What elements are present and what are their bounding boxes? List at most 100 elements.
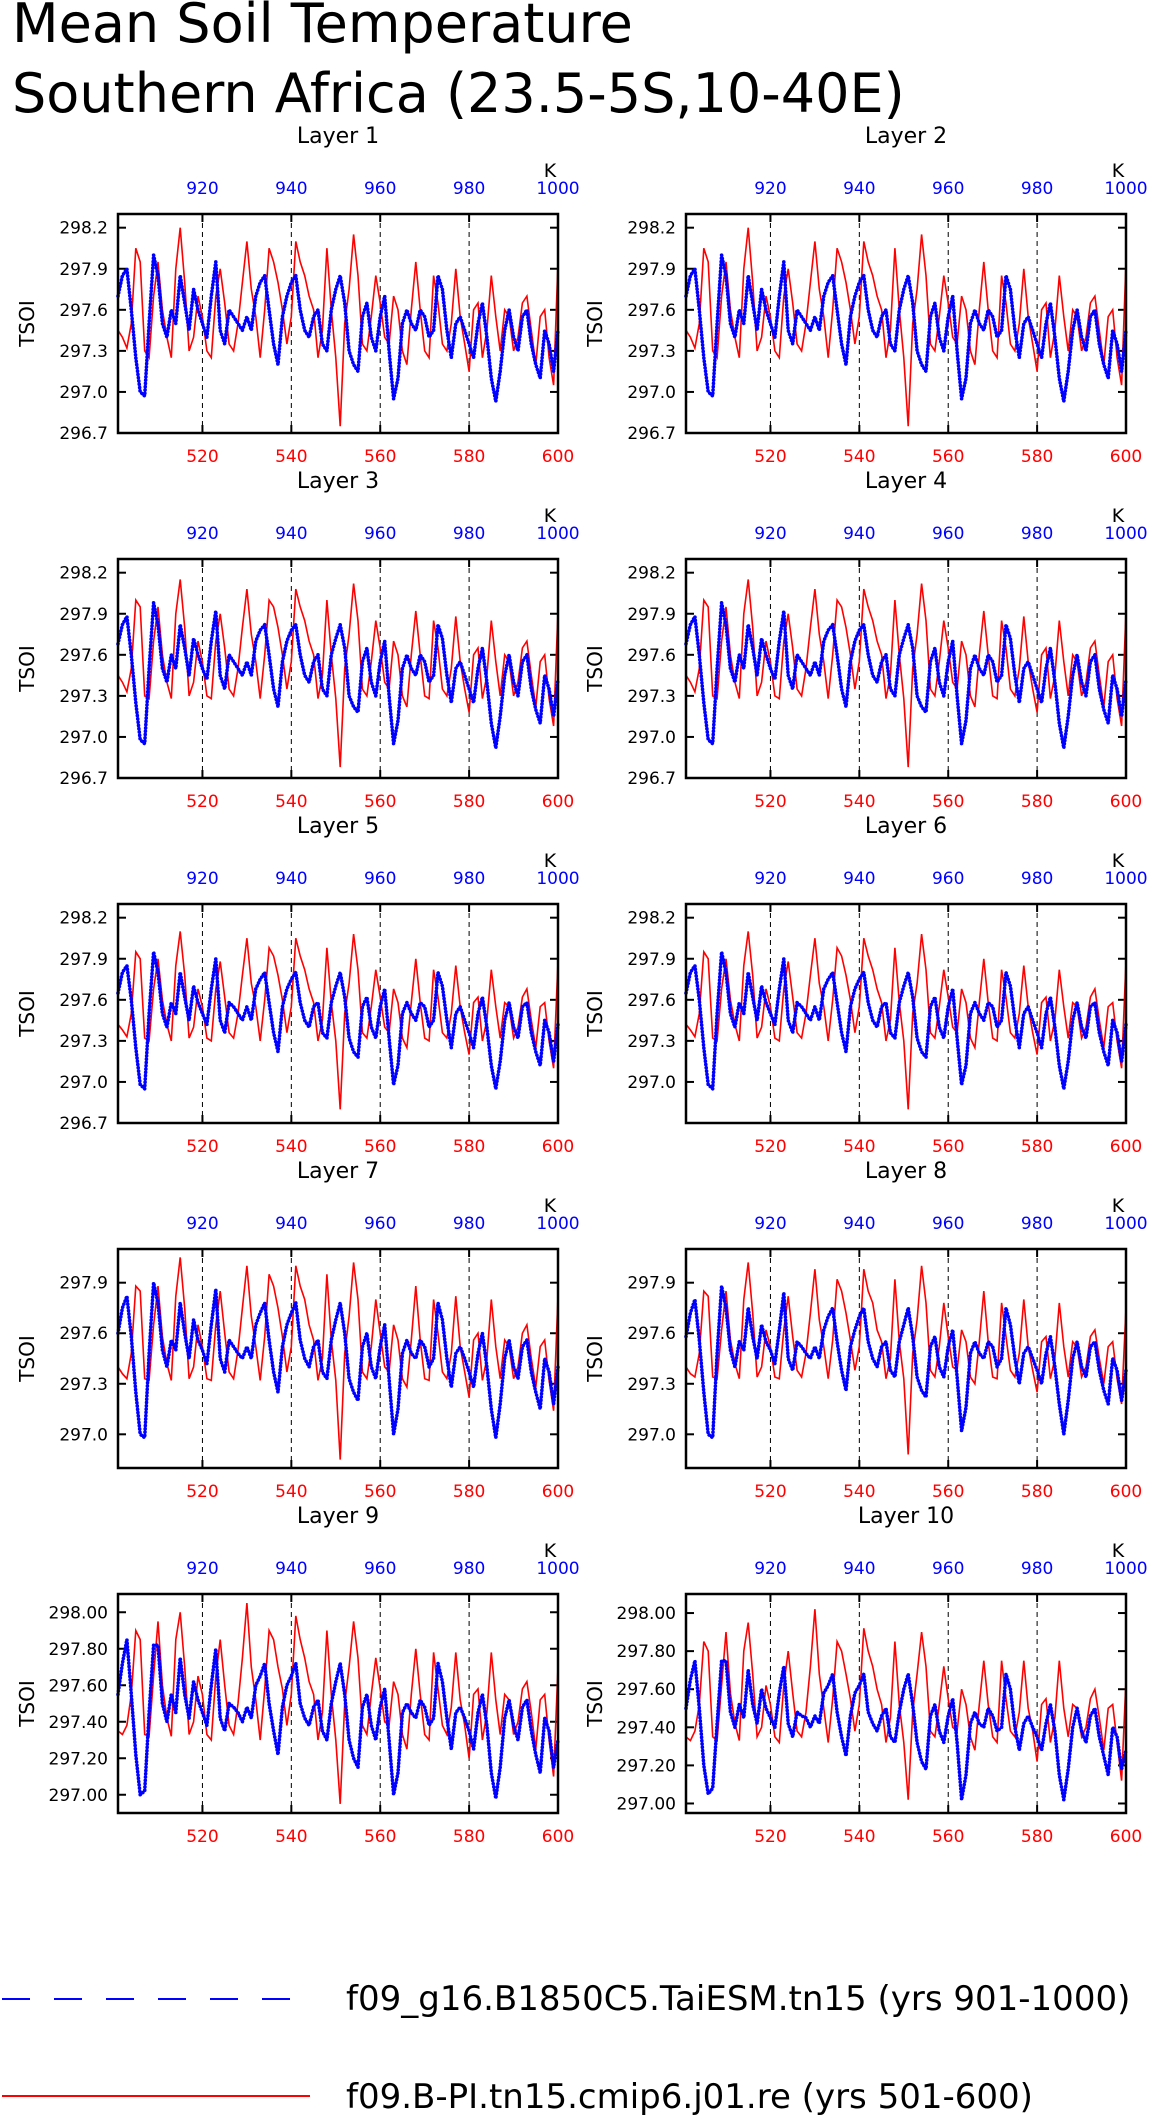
plot-frame — [684, 212, 1128, 435]
series-line-taiesm — [684, 1284, 1128, 1440]
y-tick-label: 298.2 — [59, 219, 108, 239]
x-bottom-tick-label: 540 — [275, 1482, 307, 1502]
y-tick-label: 297.6 — [59, 991, 108, 1011]
series-line-taiesm — [116, 1637, 560, 1801]
x-top-tick-label: 920 — [186, 1214, 218, 1234]
x-bottom-tick-label: 520 — [754, 792, 786, 812]
y-axis-label: TSOI — [15, 1335, 39, 1383]
y-tick-label: 297.6 — [59, 1324, 108, 1344]
panel-title: Layer 3 — [297, 469, 379, 494]
x-bottom-tick-label: 520 — [754, 447, 786, 467]
x-bottom-tick-label: 520 — [186, 447, 218, 467]
x-bottom-tick-label: 560 — [932, 792, 964, 812]
x-bottom-tick-label: 560 — [364, 1137, 396, 1157]
x-top-tick-label: 980 — [453, 869, 485, 889]
x-top-tick-label: 960 — [932, 869, 964, 889]
x-bottom-tick-label: 540 — [843, 792, 875, 812]
top-axis-unit: K — [1112, 850, 1125, 872]
x-bottom-tick-label: 520 — [754, 1137, 786, 1157]
y-axis-label: TSOI — [583, 300, 607, 348]
y-tick-label: 297.40 — [49, 1713, 108, 1733]
top-axis-unit: K — [544, 1195, 557, 1217]
x-top-tick-label: 980 — [1021, 179, 1053, 199]
y-tick-label: 297.40 — [617, 1718, 676, 1738]
series-line-taiesm — [684, 950, 1128, 1091]
series-line-taiesm — [684, 253, 1128, 404]
y-axis-label: TSOI — [583, 990, 607, 1038]
y-tick-label: 298.2 — [627, 564, 676, 584]
panel-title: Layer 1 — [297, 124, 379, 149]
y-tick-label: 297.0 — [59, 1425, 108, 1445]
y-tick-label: 297.20 — [49, 1749, 108, 1769]
y-tick-label: 297.0 — [627, 383, 676, 403]
y-tick-label: 297.9 — [59, 605, 108, 625]
x-bottom-tick-label: 540 — [275, 1827, 307, 1847]
y-tick-label: 298.00 — [49, 1603, 108, 1623]
x-top-tick-label: 1000 — [536, 524, 579, 544]
x-top-tick-label: 940 — [843, 1214, 875, 1234]
x-bottom-tick-label: 520 — [186, 1137, 218, 1157]
panel-title: Layer 6 — [865, 814, 947, 839]
y-tick-label: 297.6 — [627, 301, 676, 321]
x-bottom-tick-label: 600 — [542, 792, 574, 812]
panel-title: Layer 8 — [865, 1159, 947, 1184]
panel-title: Layer 7 — [297, 1159, 379, 1184]
top-axis-unit: K — [544, 505, 557, 527]
x-bottom-tick-label: 600 — [1110, 792, 1142, 812]
plot-frame — [684, 1247, 1128, 1470]
x-top-tick-label: 980 — [453, 1214, 485, 1234]
x-top-tick-label: 1000 — [536, 179, 579, 199]
x-top-tick-label: 980 — [1021, 1559, 1053, 1579]
series-line-taiesm — [684, 1658, 1128, 1802]
y-axis-label: TSOI — [583, 645, 607, 693]
y-tick-label: 297.0 — [627, 1425, 676, 1445]
series-line-cmip6 — [685, 227, 1127, 427]
x-bottom-tick-label: 520 — [186, 1482, 218, 1502]
top-axis-unit: K — [1112, 160, 1125, 182]
y-tick-label: 297.3 — [59, 687, 108, 707]
y-tick-label: 298.2 — [627, 909, 676, 929]
y-axis-label: TSOI — [15, 300, 39, 348]
x-bottom-tick-label: 560 — [364, 1482, 396, 1502]
x-bottom-tick-label: 600 — [1110, 1482, 1142, 1502]
y-tick-label: 298.00 — [617, 1604, 676, 1624]
y-tick-label: 297.80 — [49, 1640, 108, 1660]
y-tick-label: 297.9 — [59, 1274, 108, 1294]
x-top-tick-label: 960 — [364, 869, 396, 889]
x-bottom-tick-label: 580 — [1021, 1827, 1053, 1847]
series-line-cmip6 — [117, 931, 559, 1110]
x-bottom-tick-label: 540 — [843, 1482, 875, 1502]
plot-frame — [684, 902, 1128, 1125]
y-tick-label: 297.9 — [627, 605, 676, 625]
x-bottom-tick-label: 520 — [186, 1827, 218, 1847]
x-top-tick-label: 1000 — [536, 1214, 579, 1234]
x-bottom-tick-label: 540 — [275, 792, 307, 812]
y-tick-label: 296.7 — [59, 424, 108, 444]
layer-panel: Layer 10 520 540 560 580 600 920 940 960 980 1000K… — [583, 1504, 1148, 1847]
x-top-tick-label: 920 — [186, 1559, 218, 1579]
y-tick-label: 298.2 — [59, 564, 108, 584]
x-top-tick-label: 940 — [843, 869, 875, 889]
x-top-tick-label: 940 — [843, 1559, 875, 1579]
y-tick-label: 297.00 — [617, 1794, 676, 1814]
panel-title: Layer 10 — [858, 1504, 954, 1529]
panel-title: Layer 4 — [865, 469, 947, 494]
x-bottom-tick-label: 600 — [1110, 1137, 1142, 1157]
y-tick-label: 297.60 — [49, 1676, 108, 1696]
plot-frame — [684, 557, 1128, 780]
x-bottom-tick-label: 580 — [453, 447, 485, 467]
y-tick-label: 297.0 — [59, 728, 108, 748]
x-bottom-tick-label: 560 — [932, 447, 964, 467]
y-tick-label: 297.0 — [59, 1073, 108, 1093]
series-line-cmip6 — [117, 227, 559, 427]
y-tick-label: 297.9 — [627, 260, 676, 280]
y-tick-label: 296.7 — [59, 1114, 108, 1134]
x-top-tick-label: 960 — [364, 1559, 396, 1579]
x-bottom-tick-label: 560 — [932, 1827, 964, 1847]
y-tick-label: 297.6 — [627, 646, 676, 666]
